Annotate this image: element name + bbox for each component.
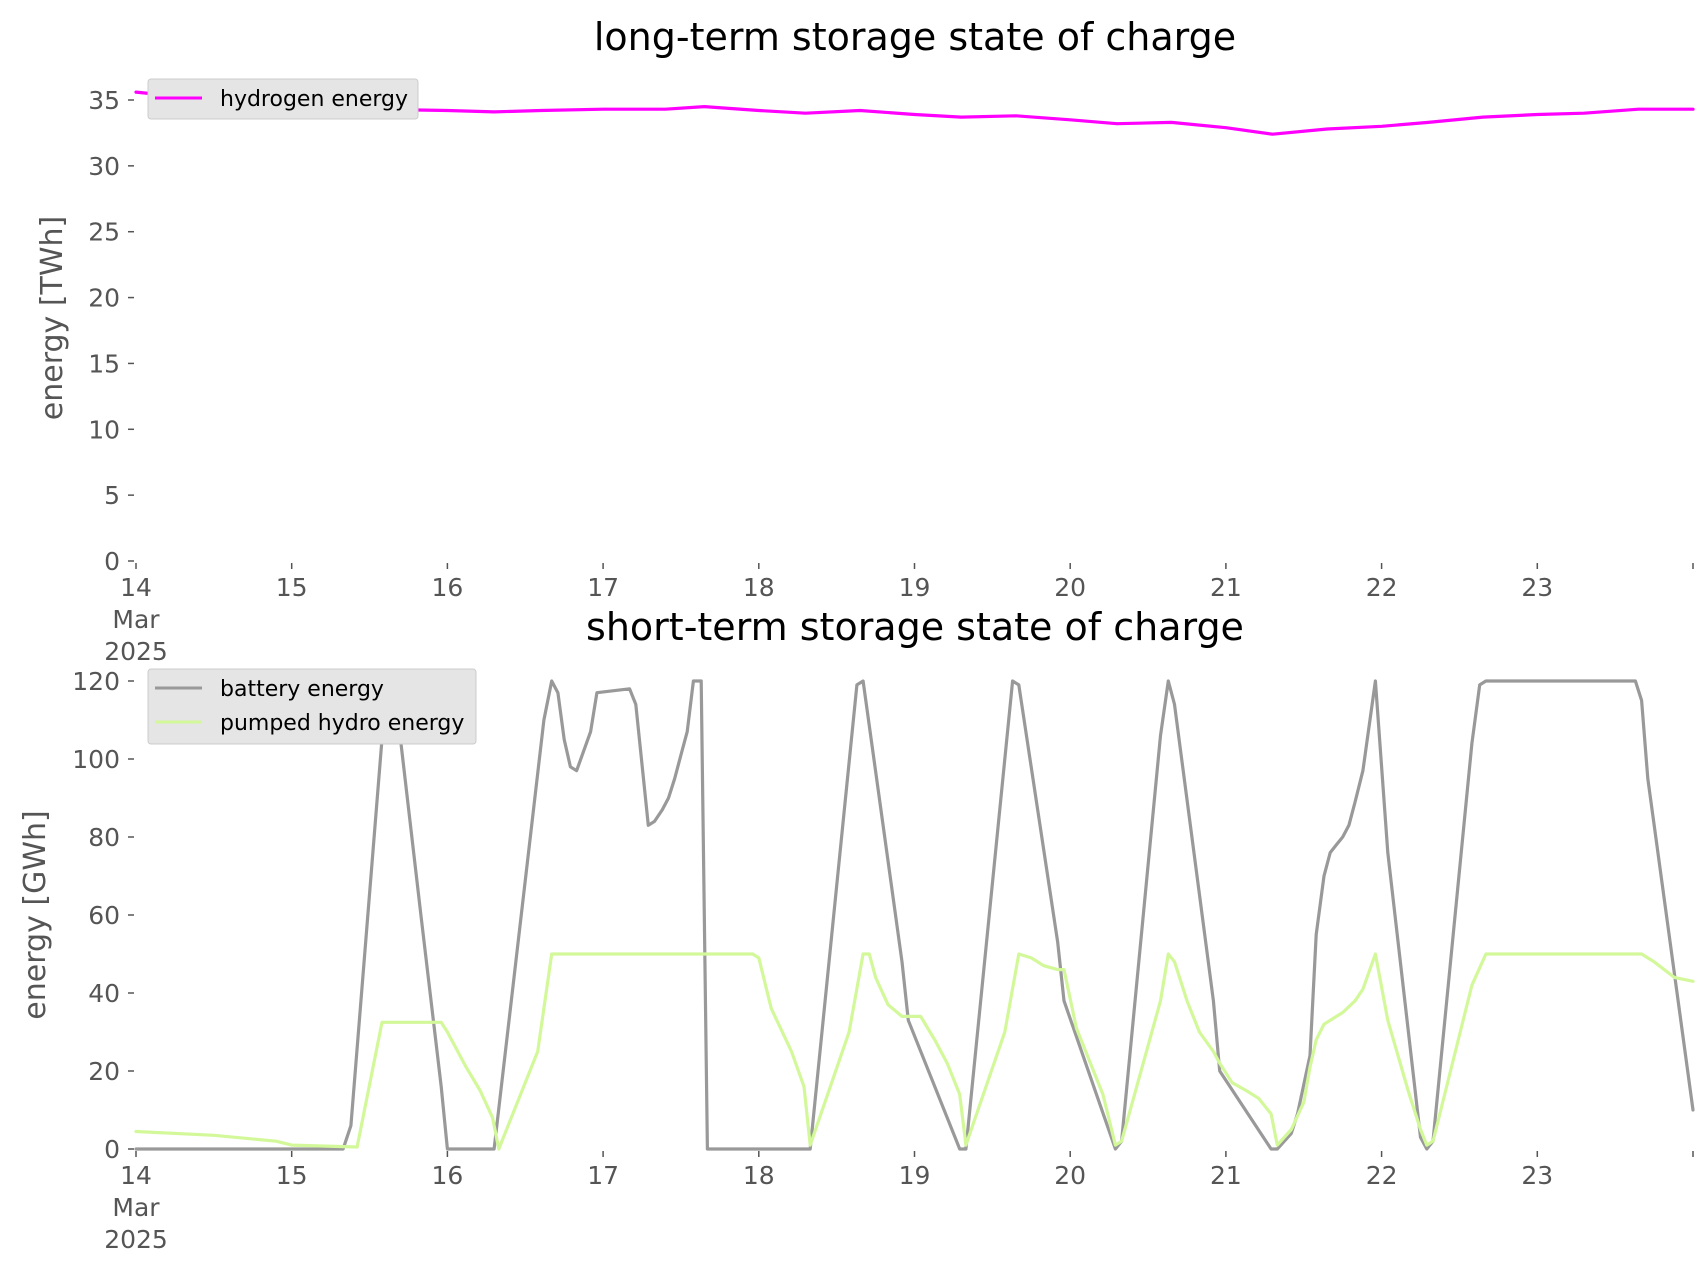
y-tick-label: 60: [88, 901, 120, 930]
chart-title: short-term storage state of charge: [586, 605, 1244, 649]
chart-long-term: long-term storage state of charge energy…: [35, 15, 1695, 666]
x-tick-label: 19: [899, 573, 931, 602]
y-tick-label: 20: [88, 284, 120, 313]
x-tick-label: 15: [276, 1161, 308, 1190]
x-tick-label: 20: [1054, 573, 1086, 602]
x-tick-label: 17: [587, 573, 619, 602]
y-tick-label: 35: [88, 86, 120, 115]
x-tick-label: 22: [1366, 573, 1398, 602]
series-line-battery-energy: [134, 679, 1695, 1151]
x-tick-label: 14: [120, 573, 152, 602]
x-tick-label: 18: [743, 1161, 775, 1190]
legend-label-battery: battery energy: [220, 677, 384, 702]
y-tick-label: 20: [88, 1057, 120, 1086]
legend-label-hydrogen: hydrogen energy: [220, 87, 408, 112]
x-tick-label: 15: [276, 573, 308, 602]
x-tick-label: 14: [120, 1161, 152, 1190]
legend-box: [147, 78, 419, 120]
x-tick-label: 18: [743, 573, 775, 602]
x-tick-label: 16: [431, 573, 463, 602]
y-tick-label: 5: [104, 481, 120, 510]
y-tick-label: 15: [88, 349, 120, 378]
x-tick-label: 16: [431, 1161, 463, 1190]
y-tick-label: 40: [88, 979, 120, 1008]
chart-short-term: short-term storage state of charge energ…: [18, 605, 1695, 1254]
series-group: [134, 90, 1695, 136]
y-tick-label: 120: [72, 667, 120, 696]
x-tick-label: 22: [1366, 1161, 1398, 1190]
x-tick-month-label: Mar: [112, 605, 160, 634]
legend: hydrogen energy: [147, 78, 419, 120]
series-line-pumped-hydro-energy: [134, 952, 1695, 1151]
y-tick-label: 100: [72, 745, 120, 774]
x-tick-label: 17: [587, 1161, 619, 1190]
x-tick-label: 21: [1210, 573, 1242, 602]
y-tick-label: 0: [104, 547, 120, 576]
x-tick-year-label: 2025: [104, 637, 168, 666]
legend-box: [147, 668, 477, 745]
axes: 0 20 40 60 80 100 120 14 15 16 17 18 19 20 21 22 23 Mar 20…: [72, 667, 1694, 1254]
x-tick-label: 23: [1521, 573, 1553, 602]
x-tick-label: 23: [1521, 1161, 1553, 1190]
x-tick-label: 21: [1210, 1161, 1242, 1190]
y-tick-label: 10: [88, 415, 120, 444]
x-tick-year-label: 2025: [104, 1225, 168, 1254]
y-axis-label: energy [TWh]: [35, 216, 70, 420]
y-tick-label: 80: [88, 823, 120, 852]
y-tick-label: 25: [88, 218, 120, 247]
legend-label-pumped-hydro: pumped hydro energy: [220, 711, 464, 736]
x-tick-month-label: Mar: [112, 1193, 160, 1222]
y-axis-label: energy [GWh]: [18, 810, 53, 1019]
x-tick-label: 19: [899, 1161, 931, 1190]
y-tick-label: 30: [88, 152, 120, 181]
series-group: [134, 679, 1695, 1151]
series-line-hydrogen-energy: [134, 90, 1695, 136]
legend: battery energy pumped hydro energy: [147, 668, 477, 745]
x-tick-label: 20: [1054, 1161, 1086, 1190]
y-tick-label: 0: [104, 1135, 120, 1164]
chart-title: long-term storage state of charge: [594, 15, 1236, 59]
